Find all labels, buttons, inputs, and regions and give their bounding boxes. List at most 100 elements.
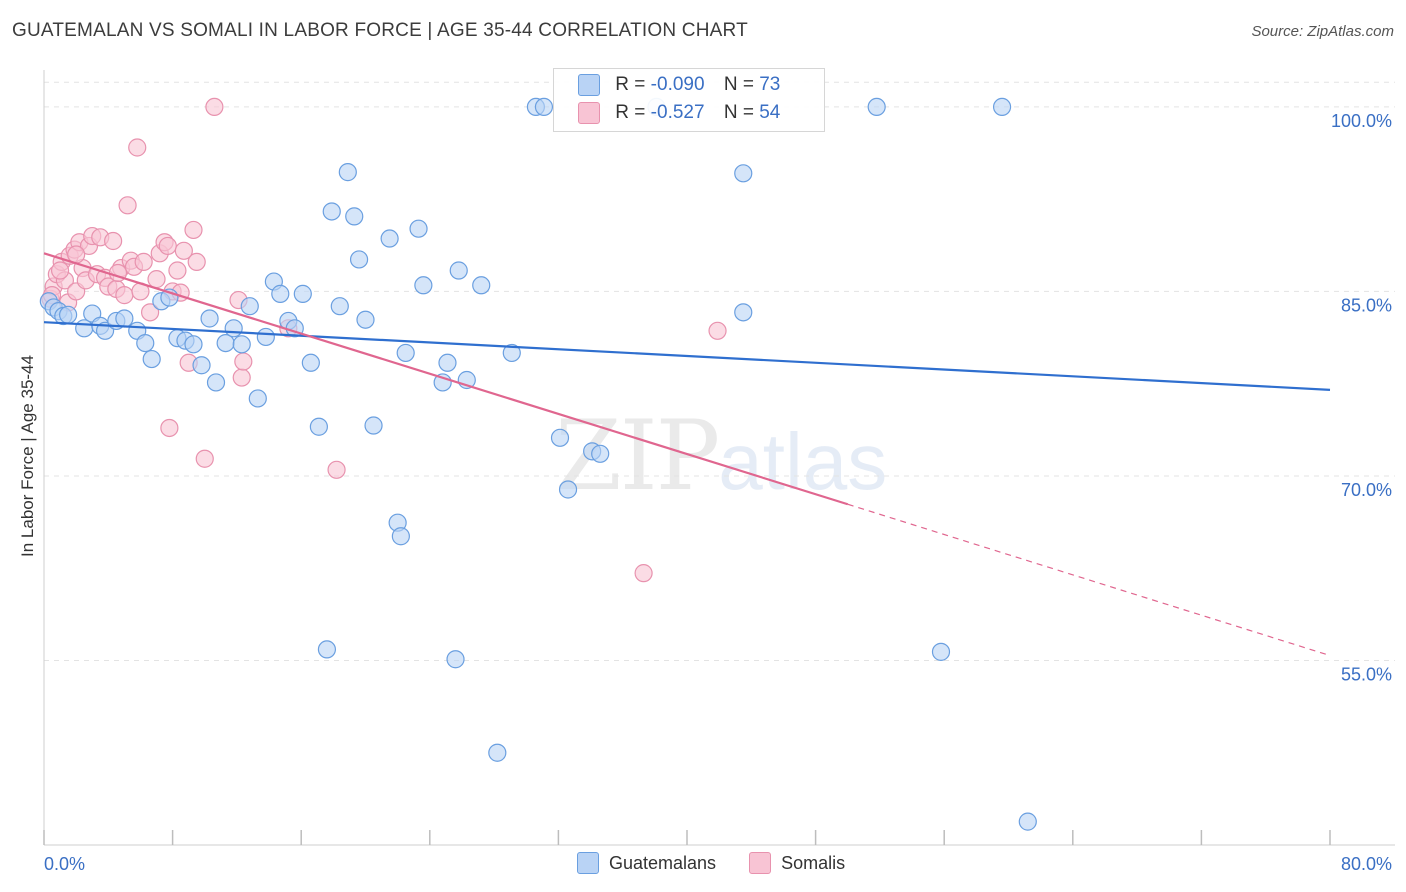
guatemalan-point xyxy=(142,349,161,369)
legend-n-label: N = xyxy=(723,102,754,123)
guatemalan-point xyxy=(309,417,328,436)
guatemalan-point xyxy=(591,444,610,463)
somali-point xyxy=(147,270,166,289)
guatemalan-point xyxy=(293,284,312,303)
guatemalan-point xyxy=(734,164,753,183)
guatemalan-point xyxy=(59,305,78,324)
guatemalan-point xyxy=(391,527,410,546)
legend-row-somalis: R = -0.527 N = 54 xyxy=(578,102,780,126)
guatemalan-point xyxy=(414,276,433,295)
guatemalan-point xyxy=(322,202,341,221)
guatemalan-point xyxy=(200,309,219,328)
legend-r-value: -0.527 xyxy=(650,102,705,123)
y-tick-label: 100.0% xyxy=(1331,111,1392,131)
somalis-swatch xyxy=(749,852,772,875)
guatemalan-point xyxy=(1018,812,1037,831)
guatemalan-point xyxy=(192,356,211,375)
guatemalan-point xyxy=(136,333,155,353)
somali-point xyxy=(140,303,160,322)
legend-item-somalis[interactable]: Somalis xyxy=(749,852,846,875)
legend-row-guatemalans: R = -0.090 N = 73 xyxy=(578,74,780,98)
guatemalan-point xyxy=(992,97,1012,117)
guatemalan-point xyxy=(301,353,320,372)
somali-point xyxy=(115,286,134,305)
guatemalan-point xyxy=(330,297,349,316)
somali-point xyxy=(234,352,253,371)
guatemalan-point xyxy=(206,373,226,392)
somali-point xyxy=(50,261,70,280)
guatemalan-point xyxy=(240,297,259,316)
somali-point xyxy=(158,236,177,256)
legend-label: Somalis xyxy=(781,852,846,873)
guatemalan-point xyxy=(449,261,468,280)
x-tick-label: 0.0% xyxy=(44,854,85,874)
guatemalan-point xyxy=(734,303,753,322)
somali-point xyxy=(118,196,137,215)
guatemalan-point xyxy=(356,310,375,329)
guatemalans-swatch xyxy=(577,852,599,875)
guatemalan-point xyxy=(380,229,399,248)
guatemalan-point xyxy=(338,163,357,182)
somali-point xyxy=(634,564,653,583)
legend-n-label: N = xyxy=(723,74,754,95)
somali-point xyxy=(195,449,214,468)
somali-point xyxy=(327,460,346,479)
somali-point xyxy=(160,418,179,438)
legend-r-value: -0.090 xyxy=(650,74,705,95)
legend-r-label: R = xyxy=(615,74,646,95)
guatemalan-point xyxy=(232,335,251,354)
x-tick-label: 80.0% xyxy=(1341,854,1392,874)
stats-legend: R = -0.090 N = 73 R = -0.527 N = 54 xyxy=(553,68,825,132)
somalis-trend-line xyxy=(43,252,849,506)
somali-point xyxy=(708,321,727,340)
chart-title: GUATEMALAN VS SOMALI IN LABOR FORCE | AG… xyxy=(12,20,748,41)
guatemalan-point xyxy=(867,97,886,117)
legend-item-guatemalans[interactable]: Guatemalans xyxy=(577,852,717,875)
guatemalan-point xyxy=(317,640,337,659)
guatemalans-trend-line xyxy=(43,321,1331,391)
guatemalan-point xyxy=(248,389,267,408)
guatemalan-point xyxy=(256,327,275,347)
guatemalan-point xyxy=(472,276,491,295)
y-tick-label: 55.0% xyxy=(1341,664,1392,684)
somali-point xyxy=(187,252,206,272)
guatemalan-point xyxy=(364,416,383,435)
guatemalan-point xyxy=(488,743,507,762)
guatemalan-point xyxy=(558,480,578,499)
guatemalan-point xyxy=(345,207,364,226)
legend-n-value: 73 xyxy=(759,74,781,95)
y-tick-label: 70.0% xyxy=(1341,480,1392,500)
guatemalan-point xyxy=(224,319,243,338)
guatemalans-swatch xyxy=(578,74,600,96)
somalis-swatch xyxy=(578,102,600,124)
guatemalan-point xyxy=(396,343,415,363)
guatemalan-point xyxy=(115,309,134,328)
somali-point xyxy=(168,261,187,280)
guatemalan-point xyxy=(446,650,465,669)
y-tick-label: 85.0% xyxy=(1341,295,1392,315)
somali-point xyxy=(232,368,251,387)
legend-n-value: 54 xyxy=(759,102,781,123)
guatemalan-point xyxy=(502,343,521,363)
watermark: ZIPatlas xyxy=(555,400,887,512)
somali-point xyxy=(184,220,203,240)
somali-point xyxy=(174,241,193,260)
guatemalan-point xyxy=(534,97,554,117)
guatemalan-point xyxy=(438,353,457,372)
somali-point xyxy=(205,97,224,117)
guatemalan-point xyxy=(271,284,290,303)
guatemalan-point xyxy=(184,335,203,354)
somalis-trend-extension xyxy=(847,503,1331,657)
somali-point xyxy=(104,231,123,251)
somali-point xyxy=(128,138,147,157)
source-label: Source: ZipAtlas.com xyxy=(1251,23,1394,40)
guatemalan-point xyxy=(550,428,570,447)
legend-label: Guatemalans xyxy=(609,852,717,873)
series-legend: Guatemalans Somalis xyxy=(577,852,873,875)
guatemalan-point xyxy=(931,642,951,661)
guatemalan-point xyxy=(349,250,369,269)
guatemalan-point xyxy=(409,219,428,238)
legend-r-label: R = xyxy=(615,102,646,123)
somali-point xyxy=(134,252,153,272)
